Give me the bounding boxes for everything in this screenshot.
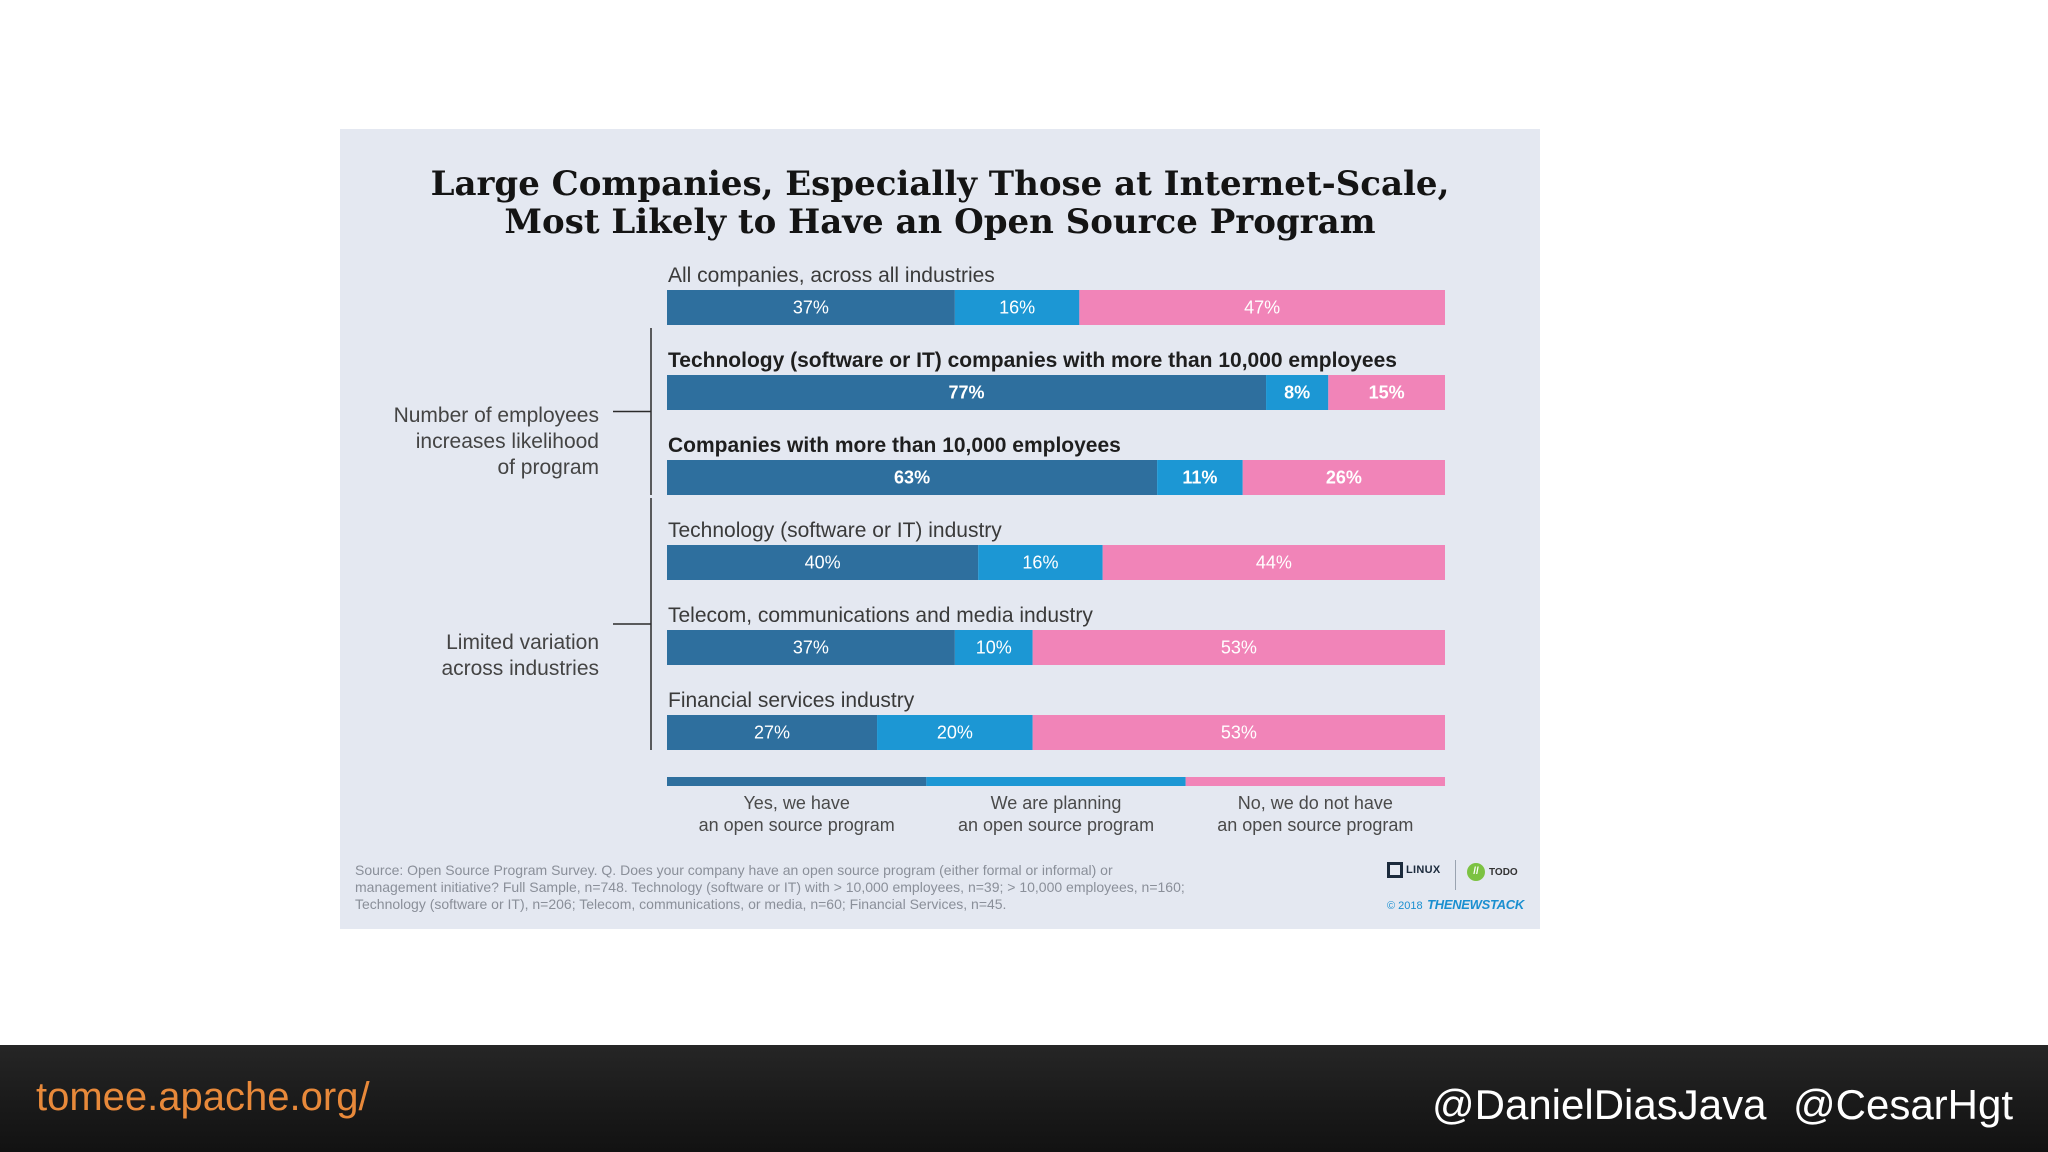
bar-segment bbox=[1032, 630, 1445, 665]
data-label: 10% bbox=[976, 638, 1012, 658]
group-note-line: of program bbox=[497, 456, 599, 479]
bar-segment bbox=[1157, 460, 1243, 495]
legend-label: an open source program bbox=[1217, 815, 1413, 835]
legend-label: We are planning bbox=[991, 793, 1122, 813]
data-label: 44% bbox=[1256, 553, 1292, 573]
bar-segment bbox=[667, 715, 878, 750]
legend-label: an open source program bbox=[958, 815, 1154, 835]
bar-segment bbox=[877, 715, 1033, 750]
footer-handle-cesar: @CesarHgt bbox=[1793, 1081, 2014, 1128]
legend-label: an open source program bbox=[699, 815, 895, 835]
bar-segment bbox=[1102, 545, 1445, 580]
data-label: 63% bbox=[894, 468, 930, 488]
footer-url: tomee.apache.org/ bbox=[36, 1075, 370, 1119]
publisher-logos: LINUX // TODO © 2018 THENEWSTACK bbox=[1387, 860, 1527, 916]
linux-foundation-logo: LINUX bbox=[1387, 862, 1441, 878]
credit-line: © 2018 THENEWSTACK bbox=[1387, 896, 1524, 914]
todo-mark-icon: // bbox=[1467, 863, 1485, 881]
linux-foundation-mark-icon bbox=[1387, 862, 1403, 878]
data-label: 11% bbox=[1182, 468, 1217, 488]
footer-bar: tomee.apache.org/ @DanielDiasJava @Cesar… bbox=[0, 1045, 2048, 1152]
category-label: Companies with more than 10,000 employee… bbox=[668, 434, 1121, 457]
chart-title-line-1: Large Companies, Especially Those at Int… bbox=[430, 164, 1450, 204]
category-label: Technology (software or IT) companies wi… bbox=[668, 349, 1397, 372]
legend-label: No, we do not have bbox=[1238, 793, 1393, 813]
data-label: 16% bbox=[999, 298, 1035, 318]
stacked-bar-chart: All companies, across all industries 37% 1… bbox=[613, 264, 1445, 835]
logo-divider bbox=[1455, 860, 1456, 890]
linux-foundation-wordmark: LINUX bbox=[1406, 864, 1441, 876]
the-new-stack-wordmark: THENEWSTACK bbox=[1427, 897, 1524, 912]
data-label: 40% bbox=[805, 553, 841, 573]
group-note-industries: Limited variation across industries bbox=[379, 630, 599, 682]
bar-segment bbox=[1032, 715, 1445, 750]
data-label: 20% bbox=[937, 723, 973, 743]
data-label: 47% bbox=[1244, 298, 1280, 318]
chart-title: Large Companies, Especially Those at Int… bbox=[340, 165, 1540, 241]
data-label: 15% bbox=[1369, 383, 1405, 403]
bar-segment bbox=[1266, 375, 1329, 410]
footer-handle-daniel: @DanielDiasJava bbox=[1432, 1081, 1767, 1128]
category-label: Financial services industry bbox=[668, 689, 915, 712]
data-label: 16% bbox=[1022, 553, 1058, 573]
source-note-line: Source: Open Source Program Survey. Q. D… bbox=[355, 862, 1113, 878]
todo-wordmark: TODO bbox=[1489, 866, 1518, 878]
data-label: 27% bbox=[754, 723, 790, 743]
data-label: 53% bbox=[1221, 638, 1257, 658]
bar-segment bbox=[954, 630, 1033, 665]
bar-segment bbox=[978, 545, 1103, 580]
legend-swatch bbox=[1185, 777, 1445, 786]
group-note-line: Number of employees bbox=[393, 404, 599, 427]
data-label: 37% bbox=[793, 638, 829, 658]
chart-panel: Large Companies, Especially Those at Int… bbox=[340, 129, 1540, 929]
bar-segment bbox=[954, 290, 1080, 325]
data-label: 37% bbox=[793, 298, 829, 318]
legend-swatch bbox=[667, 777, 927, 786]
source-note-line: management initiative? Full Sample, n=74… bbox=[355, 879, 1185, 895]
data-label: 8% bbox=[1284, 383, 1310, 403]
data-label: 77% bbox=[949, 383, 985, 403]
todo-group-logo: // TODO bbox=[1467, 863, 1518, 881]
group-note-line: Limited variation bbox=[446, 631, 599, 654]
group-note-line: increases likelihood bbox=[415, 430, 599, 453]
legend-swatch bbox=[926, 777, 1186, 786]
bar-segment bbox=[1079, 290, 1445, 325]
bar-segment bbox=[667, 375, 1267, 410]
bar-segment bbox=[667, 460, 1158, 495]
category-label: Telecom, communications and media indust… bbox=[668, 604, 1093, 627]
bar-segment bbox=[1328, 375, 1445, 410]
group-note-line: across industries bbox=[441, 657, 599, 680]
source-note-line: Technology (software or IT), n=206; Tele… bbox=[355, 896, 1007, 912]
chart-title-line-2: Most Likely to Have an Open Source Progr… bbox=[504, 202, 1376, 242]
bar-segment bbox=[667, 630, 955, 665]
category-label: Technology (software or IT) industry bbox=[668, 519, 1002, 542]
source-note: Source: Open Source Program Survey. Q. D… bbox=[355, 862, 1335, 913]
category-label: All companies, across all industries bbox=[668, 264, 995, 287]
group-note-employees: Number of employees increases likelihood… bbox=[379, 403, 599, 481]
bar-segment bbox=[667, 545, 979, 580]
bar-segment bbox=[1242, 460, 1445, 495]
data-label: 53% bbox=[1221, 723, 1257, 743]
legend-label: Yes, we have bbox=[743, 793, 849, 813]
bar-segment bbox=[667, 290, 955, 325]
data-label: 26% bbox=[1326, 468, 1362, 488]
credit-year: © 2018 bbox=[1387, 900, 1423, 912]
